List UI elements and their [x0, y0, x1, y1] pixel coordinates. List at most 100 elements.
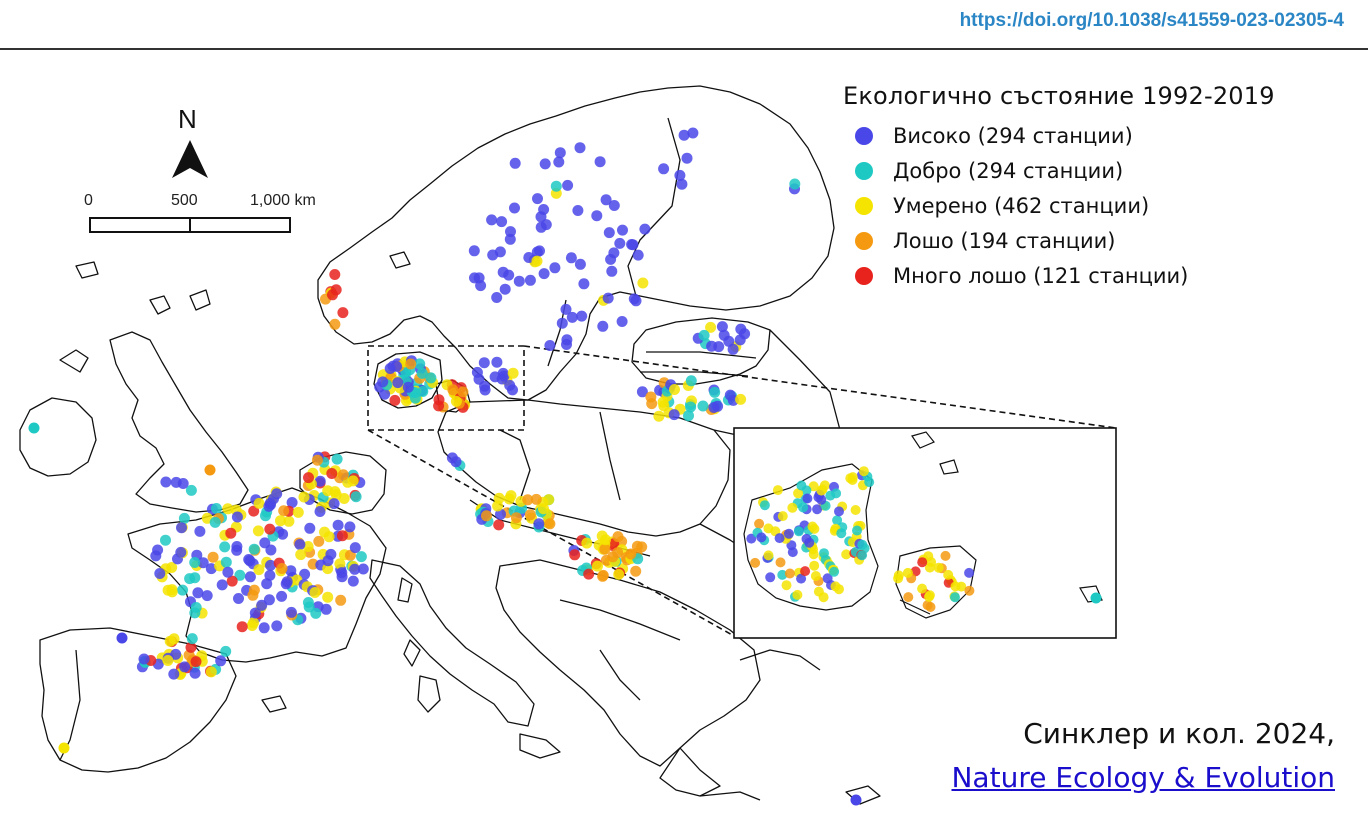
station-dot [495, 508, 506, 520]
station-dot [337, 469, 349, 481]
station-dot [617, 224, 628, 236]
station-dot [657, 396, 669, 408]
station-dot [236, 621, 248, 633]
station-dot [326, 468, 338, 479]
station-dot [603, 227, 615, 239]
legend-label-high: Високо (294 станции) [893, 123, 1133, 148]
station-dot [565, 252, 577, 264]
station-dot [507, 367, 519, 379]
station-dot [530, 493, 542, 505]
station-dot [311, 454, 323, 466]
station-dot [538, 268, 550, 280]
station-dot [553, 156, 565, 168]
station-dot [810, 571, 821, 581]
station-dot [636, 386, 648, 398]
station-dot [829, 566, 840, 577]
station-dot [320, 603, 332, 615]
station-dot [507, 384, 518, 396]
station-dot [607, 551, 619, 563]
station-dot [295, 549, 307, 561]
station-dot [256, 599, 268, 611]
station-dot [809, 560, 820, 571]
station-dot [591, 210, 603, 222]
station-dot [194, 525, 206, 537]
station-dot [216, 579, 228, 591]
station-dot [917, 583, 928, 594]
ireland-outline [19, 397, 97, 477]
station-dot [303, 472, 314, 484]
station-dot [322, 555, 334, 567]
station-dot [813, 586, 824, 597]
legend-dot-bad [855, 266, 873, 285]
station-dot [777, 511, 788, 522]
station-dot [531, 246, 543, 258]
station-dot [796, 480, 807, 491]
station-dot [189, 557, 201, 568]
station-dot [705, 321, 717, 333]
station-dot [392, 377, 404, 389]
station-dot [175, 546, 187, 558]
station-dot [264, 523, 276, 535]
station-dot [772, 485, 783, 496]
station-dot [303, 601, 315, 613]
station-dot [292, 506, 304, 518]
station-dot [857, 550, 868, 561]
station-dot [417, 386, 429, 397]
station-dot [676, 178, 688, 190]
station-dot [850, 505, 861, 515]
station-dot [481, 510, 492, 522]
legend-item-poor: Лошо (194 станции) [843, 223, 1275, 258]
station-dot [917, 557, 928, 568]
station-dot [475, 280, 487, 292]
station-dot [185, 484, 197, 496]
station-dot [800, 566, 811, 577]
station-dot [225, 527, 237, 539]
station-dot [804, 537, 815, 548]
station-dot [379, 388, 391, 400]
station-dot [581, 537, 593, 549]
station-dot [486, 214, 498, 226]
station-dot [209, 516, 221, 528]
legend-dot-good [855, 161, 873, 180]
station-dot [252, 525, 264, 537]
station-dot [166, 562, 178, 573]
station-dot [578, 278, 590, 290]
station-dot [249, 607, 261, 619]
station-dot [787, 547, 798, 558]
station-dot [787, 502, 798, 513]
station-dot [414, 358, 426, 370]
station-dot [539, 158, 551, 170]
station-dot [775, 557, 786, 568]
station-dot [535, 221, 547, 233]
station-dot [283, 515, 295, 527]
station-dot [964, 585, 975, 596]
station-dot [509, 202, 520, 214]
station-dot [178, 512, 190, 524]
station-dot [313, 535, 325, 547]
station-dot [323, 531, 335, 543]
station-dot [299, 568, 311, 580]
header-divider [0, 48, 1368, 50]
station-dot [709, 386, 721, 398]
station-dot [639, 223, 651, 235]
station-dot [405, 358, 417, 370]
station-dot [858, 466, 869, 477]
journal-link[interactable]: Nature Ecology & Evolution [951, 761, 1335, 794]
station-dot [469, 272, 480, 284]
station-dot [808, 549, 819, 560]
station-dot [784, 568, 795, 579]
station-dot [491, 356, 503, 368]
station-dot [625, 548, 637, 560]
station-dot [783, 528, 794, 539]
station-dot [902, 567, 913, 578]
doi-link[interactable]: https://doi.org/10.1038/s41559-023-02305… [959, 10, 1344, 31]
station-dot [774, 533, 785, 544]
station-dot [355, 551, 367, 563]
station-dot [583, 568, 595, 580]
station-dot [834, 506, 844, 517]
station-dot [510, 512, 522, 524]
station-dot [658, 163, 670, 175]
station-dot [597, 320, 609, 332]
station-dot [509, 157, 521, 169]
station-dot [812, 504, 823, 515]
